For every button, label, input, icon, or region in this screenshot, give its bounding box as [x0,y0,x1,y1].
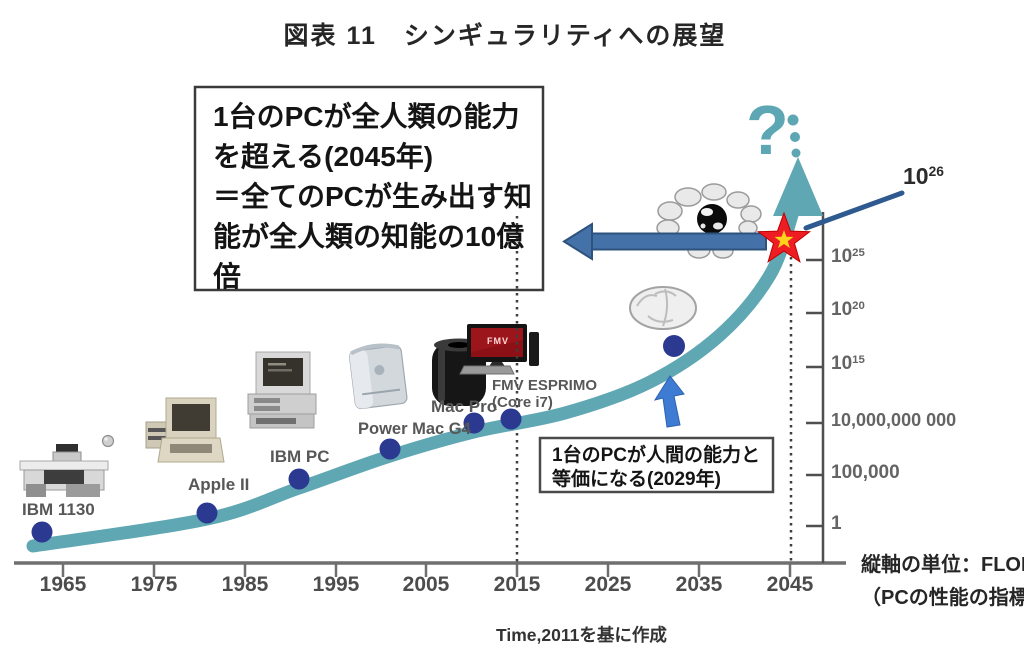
power-mac-g4-icon [349,343,408,410]
y-tick-10e25: 1025 [831,246,865,268]
label-mac-pro: Mac Pro [431,397,498,416]
label-fmv-esprimo: FMV ESPRIMO [492,377,598,394]
x-tick-1985: 1985 [221,573,269,596]
y-tick-10e20: 1020 [831,299,865,321]
label-power-mac-g4: Power Mac G4 [358,420,471,438]
up-arrow [653,375,685,428]
y-tick-1: 1 [831,513,842,535]
y-axis [806,212,825,563]
x-tick-1965: 1965 [39,573,87,596]
y-tick-base: 10 [903,163,929,189]
singularity-star-icon [756,211,812,263]
y-tick-exp: 26 [928,164,944,180]
small-sphere-icon [101,434,115,448]
label-fmv-core-i7: (Core i7) [492,394,553,411]
y-tick-base: 1 [831,513,842,534]
x-tick-2025: 2025 [584,573,632,596]
globe-icon [697,204,727,234]
reference-line-10e26 [803,190,905,231]
x-tick-1995: 1995 [312,573,360,596]
annotation-line: 倍 [213,261,242,292]
growth-curve [26,205,800,553]
y-tick-base: 10 [831,246,853,267]
dot-fmv-esprimo [500,408,522,430]
label-ibm-pc: IBM PC [270,447,330,466]
y-tick-exp: 25 [852,246,865,259]
annotation-box-2029: 1台のPCが人間の能力と 等価になる(2029年) [552,444,760,491]
dot-mac-pro [463,412,485,434]
y-tick-base: 100,000 [831,462,900,483]
annotation-line: ＝全てのPCが生み出す知 [213,181,532,212]
y-tick-exp: 20 [852,299,865,312]
annotation-box-2045-frame [193,85,545,292]
y-tick-base: 10 [831,299,853,320]
x-tick-2015: 2015 [493,573,541,596]
annotation-box-2045: 1台のPCが全人類の能力 を超える(2045年) ＝全てのPCが生み出す知 能が… [213,97,539,297]
question-mark: ? [746,91,789,169]
label-apple-ii: Apple II [188,475,250,494]
annotation-line: を超える(2045年) [213,141,434,172]
fmv-esprimo-icon [459,324,539,375]
annotation-line: 等価になる(2029年) [552,468,721,490]
axis-unit-note-line1: 縦軸の単位：FLOPS [861,554,1024,576]
source-note: Time,2011を基に作成 [496,625,667,645]
label-ibm-1130: IBM 1130 [22,500,95,519]
y-tick-100000: 100,000 [831,462,900,484]
brain-icon [629,286,697,330]
x-tick-2045: 2045 [766,573,814,596]
annotation-line: 1台のPCが全人類の能力 [213,101,520,132]
x-axis [14,561,846,577]
axis-unit-note-line2: （PCの性能の指標） [861,587,1024,609]
dot-human-brain [663,335,685,357]
x-tick-1975: 1975 [130,573,178,596]
annotation-line: 1台のPCが人間の能力と [552,445,760,466]
ibm-1130-computer-icon [19,444,109,497]
page-title: 図表 11 シンギュラリティへの展望 [283,22,727,50]
left-arrow [562,222,767,261]
annotation-box-2029-frame [538,436,775,494]
dot-ibm-1130 [31,521,53,543]
dot-ibm-pc [288,468,310,490]
y-tick-exp: 15 [852,353,865,366]
annotation-line: 能が全人類の知能の10億 [213,221,525,252]
dot-apple-ii [196,502,218,524]
x-tick-2005: 2005 [402,573,450,596]
y-label-10e26: 1026 [903,163,944,190]
x-tick-2035: 2035 [675,573,723,596]
dot-power-mac-g4 [379,438,401,460]
y-tick-base: 10 [831,353,853,374]
apple-ii-computer-icon [145,397,225,463]
curve-arrowhead-up [773,157,823,216]
ibm-pc-computer-icon [247,351,317,429]
y-tick-base: 10,000,000 000 [831,410,957,430]
y-tick-10e15: 1015 [831,353,865,375]
question-dots-icon [787,114,801,158]
fmv-screen-logo: FMV [487,336,509,346]
data-point-dots [31,335,685,543]
y-tick-10e10: 10,000,000 000 [831,410,956,431]
